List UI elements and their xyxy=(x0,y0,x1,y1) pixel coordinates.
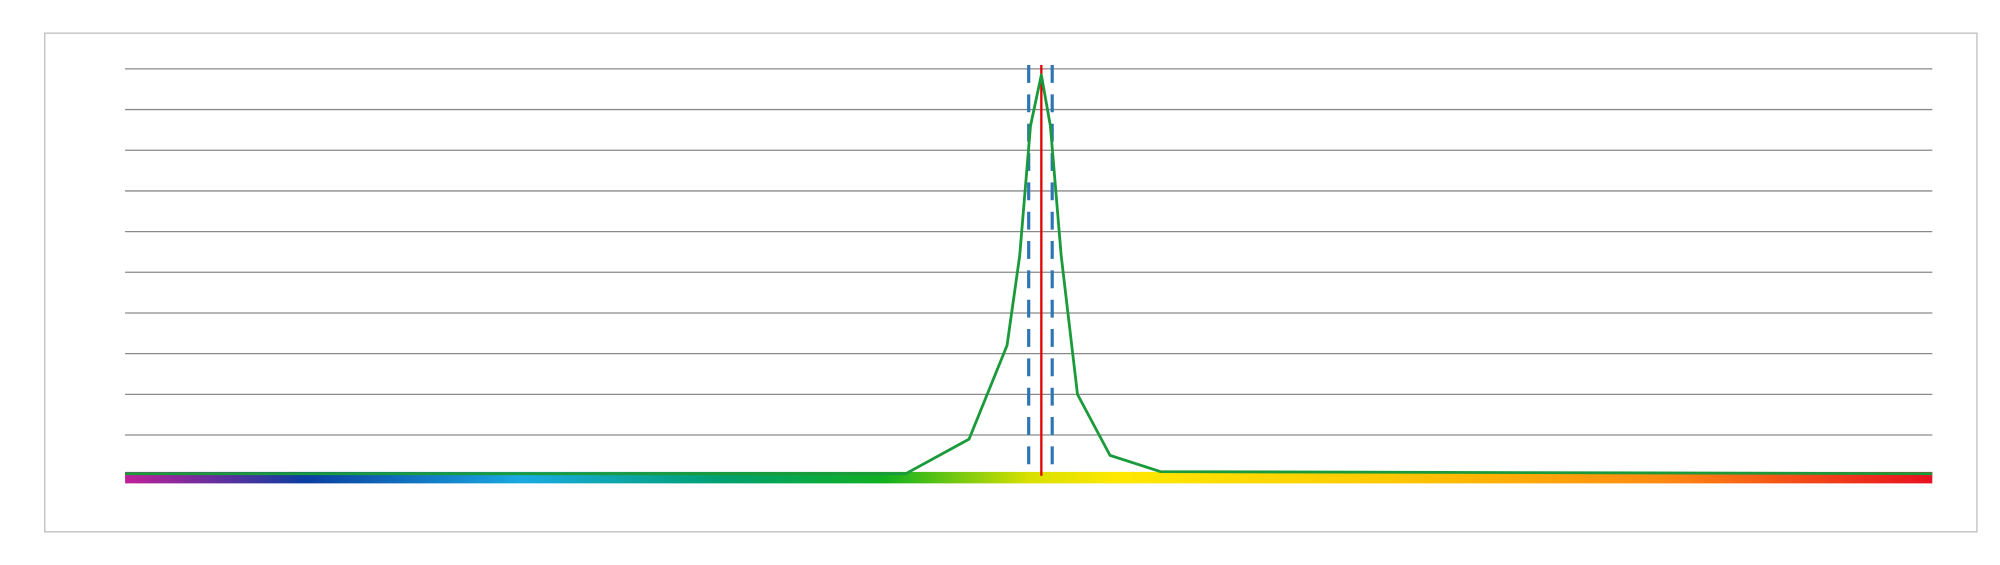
spectrum-curve xyxy=(125,73,1933,476)
frame xyxy=(44,32,1978,533)
spectrum-bar xyxy=(125,471,1933,484)
